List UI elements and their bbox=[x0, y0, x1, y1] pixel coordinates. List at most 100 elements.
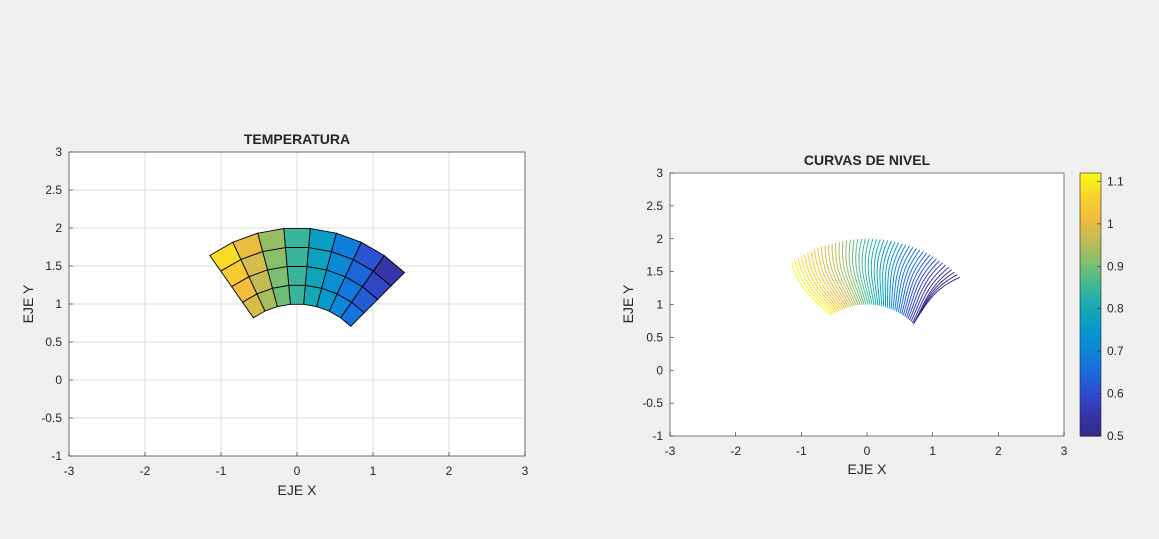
contour-line bbox=[909, 262, 944, 321]
contour-line bbox=[841, 240, 859, 306]
temperatura-xtick-label: 2 bbox=[446, 464, 453, 478]
colorbar-band bbox=[1080, 329, 1101, 334]
colorbar-band bbox=[1080, 419, 1101, 425]
contour-line bbox=[828, 244, 851, 307]
temperatura-ytick-label: -1 bbox=[51, 449, 62, 463]
colorbar-band bbox=[1080, 415, 1101, 421]
curvas-xtick-label: -3 bbox=[665, 444, 676, 458]
contour-line bbox=[894, 246, 914, 311]
colorbar-band bbox=[1080, 185, 1101, 191]
temperatura-xtick-label: -3 bbox=[64, 464, 75, 478]
temperatura-surface bbox=[209, 228, 406, 327]
colorbar-band bbox=[1080, 304, 1101, 310]
colorbar-band bbox=[1080, 427, 1101, 433]
contour-line bbox=[907, 260, 940, 320]
colorbar-band bbox=[1080, 246, 1101, 252]
colorbar-band bbox=[1080, 411, 1101, 417]
contour-line bbox=[845, 240, 861, 306]
contour-line bbox=[888, 243, 903, 309]
colorbar-band bbox=[1080, 370, 1101, 375]
colorbar-band bbox=[1080, 222, 1101, 228]
colorbar-band bbox=[1080, 189, 1101, 195]
colorbar-band bbox=[1080, 181, 1101, 186]
temperatura-xtick-label: 3 bbox=[522, 464, 529, 478]
colorbar-band bbox=[1080, 201, 1101, 207]
curvas-ytick-label: 2.5 bbox=[646, 199, 663, 213]
colorbar-tick-label: 0.5 bbox=[1107, 429, 1124, 443]
temperatura-cell bbox=[284, 247, 310, 267]
temperatura-xtick-label: -1 bbox=[216, 464, 227, 478]
contour-line bbox=[904, 256, 934, 317]
colorbar-band bbox=[1080, 197, 1101, 203]
curvas-ytick-label: 3 bbox=[656, 166, 663, 180]
contour-line bbox=[858, 238, 869, 305]
colorbar-tick-label: 0.7 bbox=[1107, 344, 1124, 358]
colorbar-band bbox=[1080, 431, 1101, 437]
contour-line bbox=[835, 242, 855, 306]
colorbar-band bbox=[1080, 226, 1101, 232]
colorbar-band bbox=[1080, 230, 1101, 236]
colorbar-band bbox=[1080, 312, 1101, 318]
colorbar-band bbox=[1080, 283, 1101, 289]
contour-line bbox=[810, 251, 842, 311]
contour-line bbox=[851, 239, 865, 305]
contour-line bbox=[867, 238, 875, 305]
colorbar-band bbox=[1080, 209, 1101, 215]
contour-line bbox=[797, 258, 835, 314]
temperatura-title: TEMPERATURA bbox=[244, 131, 350, 147]
colorbar-band bbox=[1080, 218, 1101, 223]
contour-line bbox=[803, 254, 839, 312]
temperatura-ytick-label: 3 bbox=[55, 145, 62, 159]
curvas-axes[interactable]: -3 -2 -1 0 1 2 3 -1 -0.5 0 0.5 1 1.5 2 2.5 3 CURVAS DE … bbox=[620, 152, 1068, 477]
contour-line bbox=[876, 239, 885, 306]
contour-line bbox=[895, 248, 917, 312]
temperatura-xtick-label: 0 bbox=[294, 464, 301, 478]
curvas-xtick-label: 1 bbox=[929, 444, 936, 458]
curvas-xtick-label: 2 bbox=[995, 444, 1002, 458]
colorbar-tick-label: 0.8 bbox=[1107, 302, 1124, 316]
colorbar-band bbox=[1080, 341, 1101, 347]
contour-line bbox=[864, 238, 873, 305]
colorbar-band bbox=[1080, 378, 1101, 384]
colorbar-tick-label: 1 bbox=[1107, 217, 1114, 231]
curvas-xtick-label: 3 bbox=[1061, 444, 1068, 458]
colorbar-band bbox=[1080, 399, 1101, 404]
curvas-xtick-label: 0 bbox=[864, 444, 871, 458]
temperatura-ytick-label: 1 bbox=[55, 297, 62, 311]
temperatura-xlabel: EJE X bbox=[278, 482, 318, 498]
curvas-xtick-label: -2 bbox=[730, 444, 741, 458]
colorbar-band bbox=[1080, 308, 1101, 314]
colorbar-band bbox=[1080, 263, 1101, 269]
colorbar[interactable]: 0.5 0.6 0.7 0.8 0.9 1 1.1 bbox=[1079, 172, 1124, 443]
temperatura-cell bbox=[209, 241, 242, 272]
curvas-ytick-label: 1.5 bbox=[646, 265, 663, 279]
colorbar-band bbox=[1080, 382, 1101, 388]
colorbar-tick-label: 0.6 bbox=[1107, 387, 1124, 401]
temperatura-axes[interactable]: -3 -2 -1 0 1 2 3 -1 -0.5 0 0.5 1 1.5 2 2.5 3 TEMPERATUR… bbox=[20, 131, 529, 498]
colorbar-band bbox=[1080, 423, 1101, 429]
colorbar-band bbox=[1080, 300, 1101, 306]
contour-line bbox=[879, 240, 889, 307]
colorbar-band bbox=[1080, 407, 1101, 412]
curvas-ytick-label: -1 bbox=[652, 429, 663, 443]
contour-line bbox=[794, 260, 833, 315]
contour-line bbox=[820, 246, 848, 308]
temperatura-ylabel: EJE Y bbox=[20, 284, 36, 323]
temperatura-ticks: -3 -2 -1 0 1 2 3 -1 -0.5 0 0.5 1 1.5 2 2.5 3 bbox=[41, 145, 528, 478]
colorbar-ticks: 0.5 0.6 0.7 0.8 0.9 1 1.1 bbox=[1097, 174, 1124, 443]
contour-line bbox=[899, 251, 924, 314]
contour-line bbox=[813, 249, 844, 310]
colorbar-band bbox=[1080, 173, 1101, 178]
curvas-ticks: -3 -2 -1 0 1 2 3 -1 -0.5 0 0.5 1 1.5 2 2.5 3 bbox=[642, 166, 1067, 458]
colorbar-band bbox=[1080, 177, 1101, 182]
contour-line bbox=[855, 238, 867, 305]
contour-line bbox=[886, 242, 900, 308]
colorbar-tick-label: 0.9 bbox=[1107, 259, 1124, 273]
contour-line bbox=[897, 249, 921, 313]
colorbar-band bbox=[1080, 390, 1101, 396]
colorbar-band bbox=[1080, 275, 1101, 281]
contour-line bbox=[848, 239, 863, 305]
contour-line bbox=[831, 243, 853, 307]
contour-line bbox=[791, 262, 832, 316]
